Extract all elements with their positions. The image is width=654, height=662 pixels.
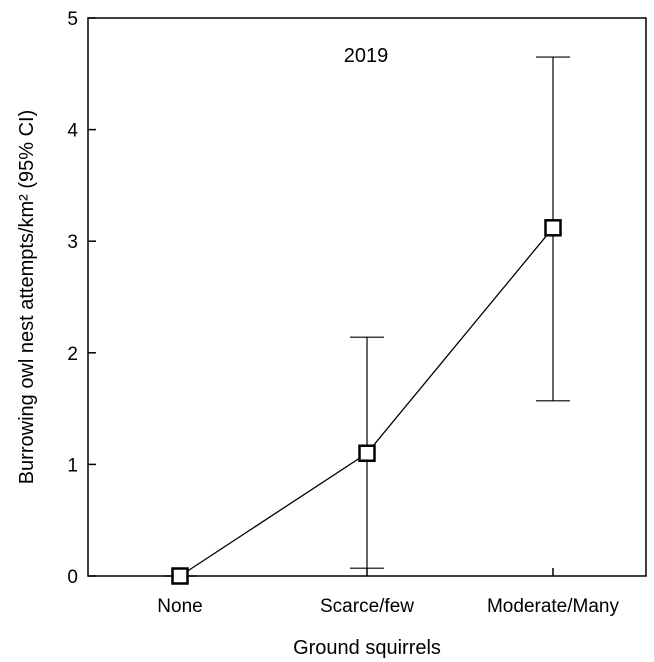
y-tick-label-3: 3: [67, 232, 78, 253]
data-point-2: [544, 219, 562, 237]
error-bars: [163, 56, 570, 577]
y-tick-label-0: 0: [67, 567, 78, 588]
data-point-1: [358, 444, 376, 462]
y-tick-label-2: 2: [67, 344, 78, 365]
y-tick-label-4: 4: [67, 121, 78, 142]
y-axis-label: Burrowing owl nest attempts/km² (95% CI): [16, 110, 38, 485]
x-tick-label-2: Moderate/Many: [487, 596, 620, 617]
x-axis-label: Ground squirrels: [293, 637, 441, 659]
y-axis: 0 1 2 3 4 5: [67, 9, 96, 588]
y-tick-label-5: 5: [67, 9, 78, 30]
markers: [171, 219, 562, 585]
x-tick-label-1: Scarce/few: [320, 596, 414, 617]
x-axis: None Scarce/few Moderate/Many: [157, 568, 619, 617]
x-tick-label-0: None: [157, 596, 202, 617]
y-tick-label-1: 1: [67, 455, 78, 476]
chart-annotation: 2019: [344, 45, 389, 67]
data-point-0: [171, 567, 189, 585]
